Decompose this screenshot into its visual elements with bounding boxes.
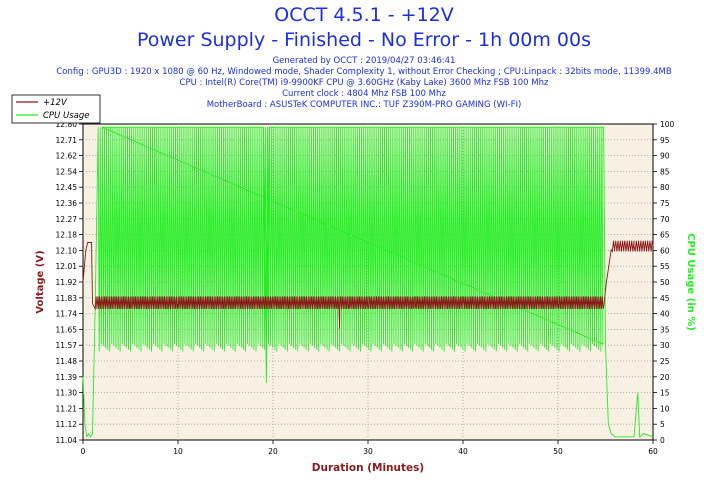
x-tick-label: 20 xyxy=(268,447,278,456)
y-tick-label: 12.71 xyxy=(56,136,78,145)
y-tick-label: 12.45 xyxy=(56,183,78,192)
y2-tick-label: 10 xyxy=(660,404,670,413)
y2-tick-label: 100 xyxy=(660,120,675,129)
y-tick-label: 11.21 xyxy=(56,404,78,413)
y-tick-label: 12.80 xyxy=(56,120,78,129)
legend-label-12v: +12V xyxy=(43,98,68,108)
y-tick-label: 11.83 xyxy=(56,294,78,303)
info-motherboard: MotherBoard : ASUSTeK COMPUTER INC.: TUF… xyxy=(206,100,522,110)
y2-tick-label: 20 xyxy=(660,373,670,382)
legend-label-cpu: CPU Usage xyxy=(43,111,89,121)
y-tick-label: 12.27 xyxy=(56,215,78,224)
y-tick-label: 11.30 xyxy=(56,389,78,398)
y-tick-label: 11.74 xyxy=(56,310,78,319)
y-tick-label: 11.57 xyxy=(56,341,78,350)
y2-tick-label: 15 xyxy=(660,389,670,398)
y-axis-label: Voltage (V) xyxy=(35,250,46,313)
y2-tick-label: 70 xyxy=(660,215,670,224)
x-tick-label: 40 xyxy=(458,447,468,456)
y2-axis-label: CPU Usage (in %) xyxy=(685,233,696,331)
y2-tick-label: 80 xyxy=(660,183,670,192)
series-cpu-usage-line xyxy=(82,126,654,439)
y2-tick-label: 40 xyxy=(660,310,670,319)
y2-tick-label: 95 xyxy=(660,136,670,145)
y2-tick-label: 90 xyxy=(660,152,670,161)
y2-tick-label: 75 xyxy=(660,199,670,208)
x-tick-label: 10 xyxy=(173,447,183,456)
y2-tick-label: 45 xyxy=(660,294,670,303)
x-tick-label: 50 xyxy=(553,447,563,456)
info-generated: Generated by OCCT : 2019/04/27 03:46:41 xyxy=(272,56,456,66)
y-tick-label: 12.54 xyxy=(56,167,78,176)
y-tick-label: 12.10 xyxy=(56,246,78,255)
y-tick-label: 12.36 xyxy=(56,199,78,208)
y-tick-label: 11.04 xyxy=(56,436,78,445)
y2-tick-label: 65 xyxy=(660,231,670,240)
chart-title: OCCT 4.5.1 - +12V xyxy=(274,4,454,26)
y2-tick-label: 5 xyxy=(660,420,665,429)
x-tick-label: 0 xyxy=(81,447,86,456)
info-cpu: CPU : Intel(R) Core(TM) i9-9900KF CPU @ … xyxy=(179,78,549,88)
y2-tick-label: 55 xyxy=(660,262,670,271)
y-tick-label: 12.01 xyxy=(56,262,78,271)
y2-tick-label: 0 xyxy=(660,436,665,445)
y-tick-label: 12.18 xyxy=(56,231,78,240)
y2-tick-label: 85 xyxy=(660,167,670,176)
series-12v-line xyxy=(82,240,654,329)
x-tick-label: 60 xyxy=(648,447,658,456)
x-axis-label: Duration (Minutes) xyxy=(312,462,424,474)
legend-box xyxy=(11,94,101,124)
x-tick-label: 30 xyxy=(363,447,373,456)
chart-subtitle: Power Supply - Finished - No Error - 1h … xyxy=(136,29,592,51)
y-tick-label: 11.39 xyxy=(56,373,78,382)
y-tick-label: 12.62 xyxy=(56,152,78,161)
y2-tick-label: 35 xyxy=(660,325,670,334)
y2-tick-label: 50 xyxy=(660,278,670,287)
info-clock: Current clock : 4804 Mhz FSB 100 Mhz xyxy=(282,89,446,99)
y-tick-label: 11.92 xyxy=(56,278,78,287)
y2-tick-label: 30 xyxy=(660,341,670,350)
info-config: Config : GPU3D : 1920 x 1080 @ 60 Hz, Wi… xyxy=(56,67,672,77)
y-tick-label: 11.65 xyxy=(56,325,78,334)
y2-tick-label: 25 xyxy=(660,357,670,366)
y2-tick-label: 60 xyxy=(660,246,670,255)
y-tick-label: 11.12 xyxy=(56,420,78,429)
y-tick-label: 11.48 xyxy=(56,357,78,366)
